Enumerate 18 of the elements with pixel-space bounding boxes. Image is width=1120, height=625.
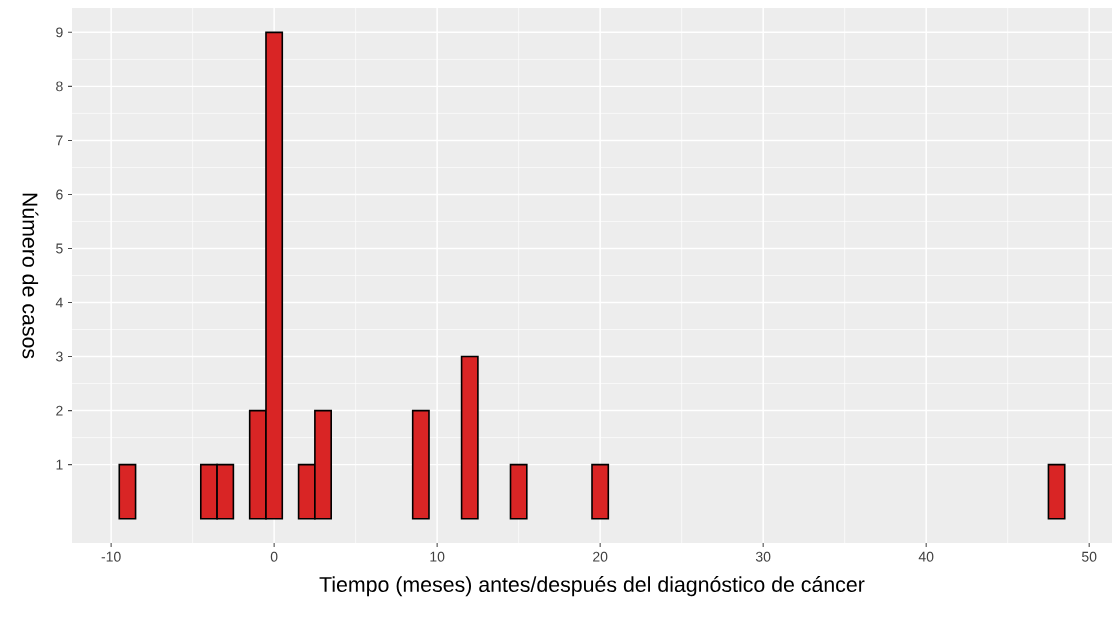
x-axis-title: Tiempo (meses) antes/después del diagnóstico de cáncer: [319, 576, 865, 597]
y-tick-label: 3: [56, 351, 63, 362]
y-tick-label: 2: [56, 405, 63, 416]
y-tick-label: 9: [56, 27, 63, 38]
y-tick-label: 4: [55, 297, 63, 308]
y-tick-label: 5: [56, 243, 63, 254]
y-tick-label: 1: [56, 459, 63, 470]
x-tick-label: 0: [270, 551, 278, 562]
x-tick-label: 40: [918, 551, 934, 562]
y-tick-label: 7: [56, 135, 63, 146]
x-tick-label: 30: [755, 551, 771, 562]
y-tick-label: 8: [56, 81, 63, 92]
x-tick-label: 20: [593, 551, 608, 562]
y-tick-label: 6: [56, 189, 63, 200]
x-tick-label: 50: [1081, 551, 1097, 562]
x-tick-label: -10: [101, 551, 121, 562]
y-axis-title: Número de casos: [22, 193, 39, 359]
x-tick-label: 10: [430, 551, 445, 562]
